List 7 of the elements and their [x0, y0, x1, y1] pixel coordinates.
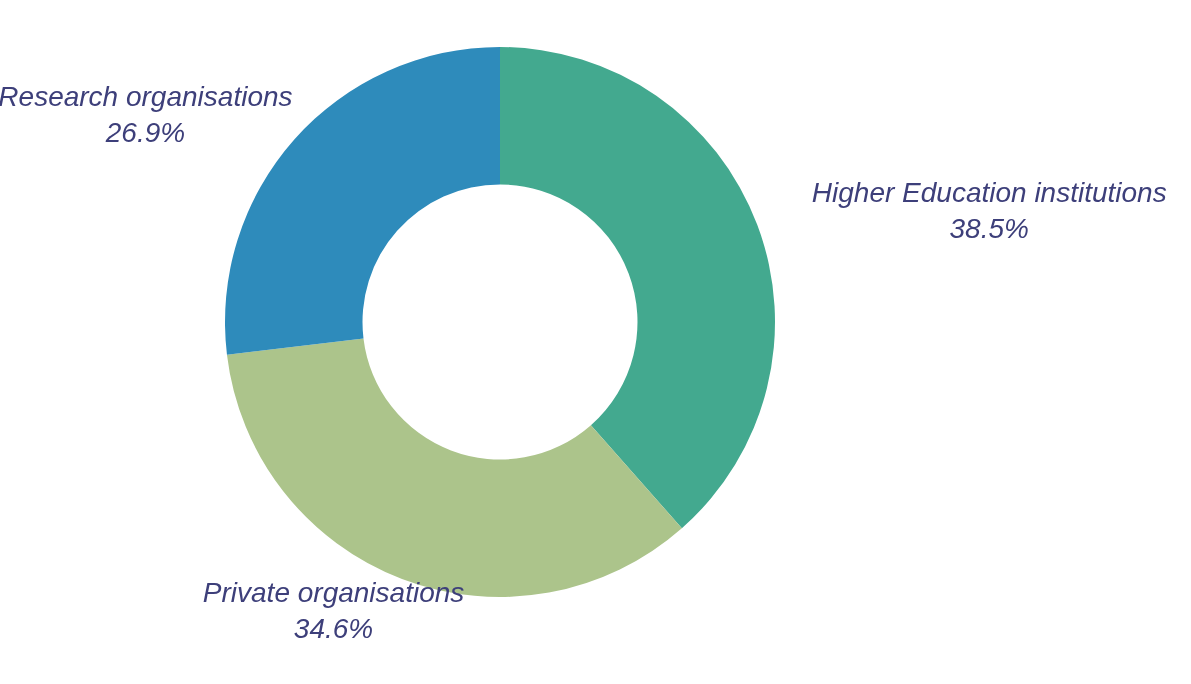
slice-label: Higher Education institutions [811, 177, 1167, 209]
data-label: 34.6% [293, 612, 374, 644]
slice-label: Private organisations [202, 576, 465, 608]
data-label: 38.5% [949, 213, 1029, 245]
data-label: 26.9% [104, 117, 186, 149]
slice-label: Research organisations [0, 81, 293, 113]
donut-slice [500, 47, 775, 529]
